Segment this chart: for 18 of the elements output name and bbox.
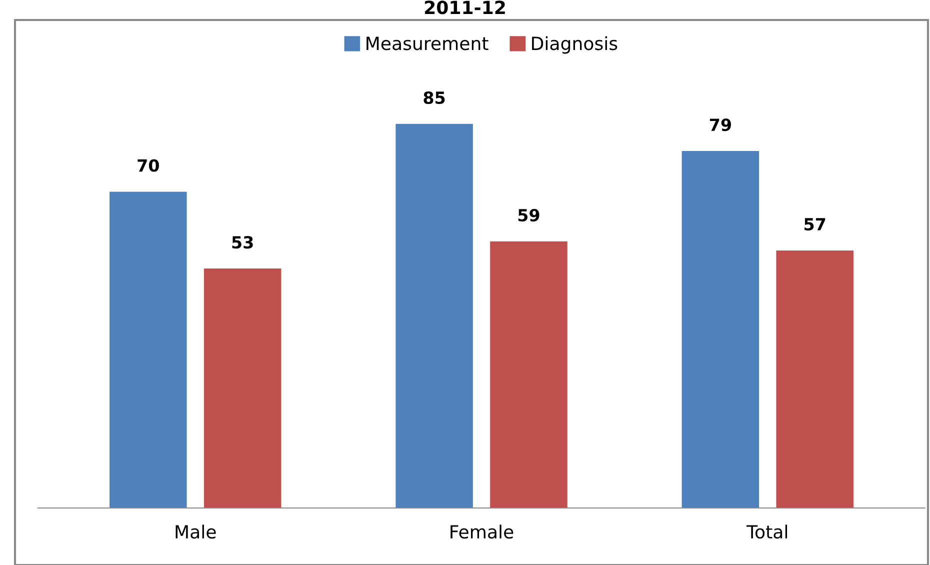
bar [490,241,568,508]
chart-title: 2011-12 [424,0,505,14]
bar [204,268,282,508]
bar [110,192,187,508]
data-label: 53 [232,236,253,249]
x-tick-label: Total [746,524,788,539]
data-label: 57 [804,218,826,231]
legend-label: Diagnosis [532,36,618,54]
bar [776,250,854,508]
data-label: 59 [518,208,540,222]
x-tick-label: Male [176,524,216,539]
data-label: 79 [710,118,731,132]
data-label: 85 [424,91,445,104]
legend-label: Measurement [366,36,488,50]
x-tick-label: Female [450,524,514,539]
bar [682,151,760,508]
bar [396,124,473,508]
data-label: 70 [138,159,159,172]
